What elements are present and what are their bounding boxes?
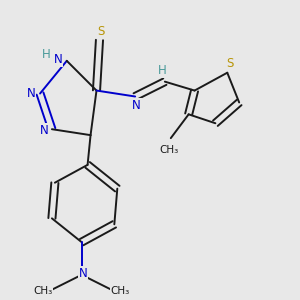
- Text: N: N: [53, 53, 62, 66]
- Text: S: S: [97, 25, 105, 38]
- Text: N: N: [132, 99, 141, 112]
- Text: CH₃: CH₃: [111, 286, 130, 296]
- Text: H: H: [158, 64, 166, 77]
- Text: N: N: [40, 124, 49, 137]
- Text: N: N: [27, 87, 35, 100]
- Text: H: H: [42, 48, 51, 61]
- Text: N: N: [79, 267, 88, 280]
- Text: CH₃: CH₃: [33, 286, 52, 296]
- Text: S: S: [226, 57, 234, 70]
- Text: CH₃: CH₃: [160, 145, 179, 155]
